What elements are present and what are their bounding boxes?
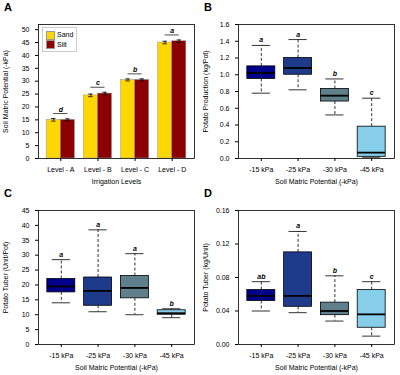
svg-text:c: c [370,273,374,280]
svg-text:50: 50 [22,26,30,33]
svg-text:45: 45 [22,207,30,214]
svg-text:10: 10 [22,311,30,318]
svg-text:35: 35 [22,65,30,72]
svg-text:1.2: 1.2 [220,54,230,61]
svg-text:10: 10 [22,129,30,136]
html-text:Sand: Sand [57,31,74,38]
svg-text:Level - C: Level - C [121,166,149,173]
svg-text:-25 kPa: -25 kPa [286,352,310,359]
svg-text:Level - A: Level - A [47,166,75,173]
svg-text:b: b [333,70,338,77]
svg-text:-15 kPa: -15 kPa [49,352,73,359]
svg-text:a: a [59,251,63,258]
svg-text:-45 kPa: -45 kPa [160,352,184,359]
svg-text:ab: ab [257,273,266,280]
svg-text:0.4: 0.4 [220,121,230,128]
svg-text:a: a [259,36,263,43]
svg-text:5: 5 [26,326,30,333]
svg-text:Level - D: Level - D [158,166,186,173]
svg-text:c: c [96,79,100,86]
svg-text:0.0: 0.0 [220,155,230,162]
svg-text:Potato Production (kg/Pot): Potato Production (kg/Pot) [202,50,210,132]
svg-text:45: 45 [22,39,30,46]
html-text:A: A [4,1,12,13]
svg-text:-25 kPa: -25 kPa [286,166,310,173]
svg-text:-15 kPa: -15 kPa [249,166,273,173]
svg-text:30: 30 [22,251,30,258]
html-text:C: C [4,187,12,199]
svg-text:40: 40 [22,222,30,229]
svg-text:20: 20 [22,103,30,110]
svg-text:Soil Matric Potential (-kPa): Soil Matric Potential (-kPa) [275,178,358,186]
svg-text:0.00: 0.00 [216,341,230,348]
svg-text:0.04: 0.04 [216,307,230,314]
svg-text:Soil Matric Potential (-kPa): Soil Matric Potential (-kPa) [75,364,158,372]
svg-text:a: a [133,245,137,252]
svg-text:a: a [296,31,300,38]
svg-text:0: 0 [26,341,30,348]
svg-text:-30 kPa: -30 kPa [123,352,147,359]
svg-text:0.16: 0.16 [216,207,230,214]
svg-text:a: a [296,222,300,229]
svg-text:20: 20 [22,281,30,288]
svg-text:Potato Tuber (Unit/Pot): Potato Tuber (Unit/Pot) [2,242,10,314]
svg-text:1.0: 1.0 [220,71,230,78]
svg-text:-45 kPa: -45 kPa [360,352,384,359]
svg-text:30: 30 [22,77,30,84]
svg-text:b: b [333,267,338,274]
svg-text:Soil Matric Potential (-kPa): Soil Matric Potential (-kPa) [2,50,10,133]
svg-text:-30 kPa: -30 kPa [323,352,347,359]
svg-text:25: 25 [22,90,30,97]
svg-text:Level - B: Level - B [84,166,112,173]
svg-text:-15 kPa: -15 kPa [249,352,273,359]
svg-text:1.4: 1.4 [220,37,230,44]
html-text:D: D [204,187,212,199]
svg-text:0.2: 0.2 [220,138,230,145]
svg-text:-30 kPa: -30 kPa [323,166,347,173]
svg-text:0.12: 0.12 [216,240,230,247]
html-text:B: B [204,1,212,13]
html-text:Silt: Silt [57,40,67,48]
svg-text:b: b [133,66,138,73]
svg-text:1.6: 1.6 [220,21,230,28]
svg-text:a: a [96,221,100,228]
svg-text:d: d [59,106,64,113]
svg-text:0.8: 0.8 [220,88,230,95]
svg-text:35: 35 [22,237,30,244]
svg-text:Irrigation Levels: Irrigation Levels [92,178,142,186]
svg-text:15: 15 [22,296,30,303]
svg-text:5: 5 [26,142,30,149]
svg-text:0.08: 0.08 [216,274,230,281]
svg-text:-45 kPa: -45 kPa [360,166,384,173]
svg-text:25: 25 [22,266,30,273]
svg-text:0.6: 0.6 [220,104,230,111]
svg-text:c: c [370,89,374,96]
svg-text:Soil Matric Potential (-kPa): Soil Matric Potential (-kPa) [275,364,358,372]
svg-text:Potato Tuber (kg/Unit): Potato Tuber (kg/Unit) [202,243,210,311]
svg-text:-25 kPa: -25 kPa [86,352,110,359]
svg-text:40: 40 [22,52,30,59]
svg-text:a: a [170,27,174,34]
svg-text:0: 0 [26,155,30,162]
svg-text:15: 15 [22,116,30,123]
svg-text:b: b [170,300,175,307]
